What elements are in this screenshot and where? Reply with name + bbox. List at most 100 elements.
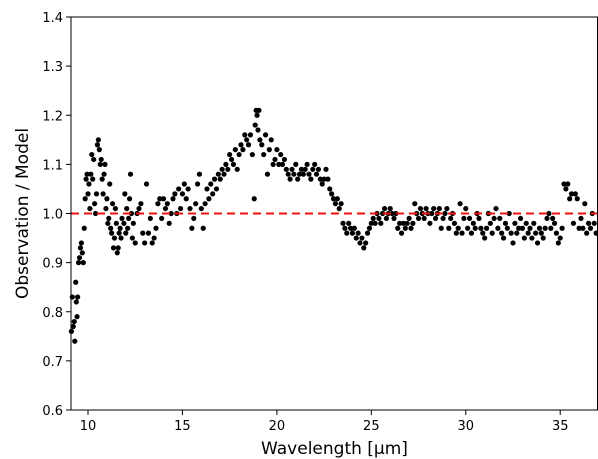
data-point [116,230,122,236]
data-point [157,196,163,202]
data-point [268,137,274,143]
data-point [92,210,99,217]
x-tick-label: 35 [552,419,569,434]
data-point [482,235,488,241]
data-point [257,137,263,143]
data-point [234,166,240,172]
data-point [366,225,373,231]
data-point [181,181,187,187]
data-point [546,210,552,217]
data-point [551,220,558,226]
data-point [349,230,356,236]
data-point [128,210,135,217]
data-point [391,215,397,222]
data-point [200,225,206,231]
data-point [193,201,199,207]
data-point [189,225,195,231]
data-point [281,156,288,163]
x-axis-ticks: 10 15 20 25 30 35 [80,410,569,434]
data-point [172,191,178,197]
data-point [276,161,282,167]
y-tick-label: 1.4 [42,11,63,26]
data-point [329,191,335,197]
data-point [578,215,584,222]
data-point [470,220,476,226]
data-point [213,186,220,192]
data-point [336,205,342,212]
data-point [291,171,297,177]
data-point [287,176,293,182]
data-point [151,235,157,241]
data-point [465,225,471,231]
data-point [232,147,238,153]
data-point [472,225,478,231]
data-point [400,220,407,226]
data-point [533,230,539,236]
data-point [323,166,329,172]
data-point [487,220,493,226]
data-point [346,220,352,226]
y-tick-label: 0.8 [42,306,63,321]
data-point [132,240,138,246]
data-point [446,225,452,231]
data-point [166,220,172,226]
data-point [561,181,567,187]
data-point [338,201,344,207]
data-point [98,156,104,163]
data-point [278,151,284,158]
data-point [521,235,527,241]
data-point [217,176,223,182]
data-point [97,161,103,167]
data-point [451,220,458,226]
data-point [81,225,87,231]
data-point [78,240,84,246]
data-point [153,225,159,231]
data-point [130,220,136,226]
y-tick-label: 1.0 [42,208,63,223]
y-tick-label: 1.2 [42,109,63,124]
data-point [145,230,152,236]
data-point [289,166,295,172]
data-point [491,215,497,222]
data-point [283,166,289,172]
data-point [71,318,77,325]
data-point [211,176,218,182]
data-point [444,205,450,212]
data-point [114,250,120,256]
data-point [104,196,110,202]
data-point [519,225,526,231]
data-point [109,201,116,207]
data-point [317,176,323,182]
data-point [123,230,129,236]
data-point [198,205,204,212]
data-point [136,205,142,212]
data-point [510,240,516,246]
data-point [587,225,594,231]
data-point [202,201,208,207]
y-axis-ticks: 0.6 0.7 0.8 0.9 1.0 1.1 1.2 1.3 1.4 [42,11,71,419]
data-point [221,171,227,177]
data-point [266,147,272,153]
data-point [548,225,554,231]
data-point [563,186,569,192]
data-point [332,201,339,207]
data-point [398,230,405,236]
data-point [315,166,322,172]
data-point [431,205,437,212]
data-point [91,156,97,163]
data-point [74,314,80,320]
data-point [406,215,412,222]
data-point [125,225,131,231]
data-point [355,230,361,236]
data-point [122,191,128,197]
data-point [73,299,79,305]
data-point [103,205,109,212]
data-point [436,205,442,212]
data-point [194,181,201,187]
data-point [376,215,382,222]
data-point [240,147,246,153]
data-point [140,230,146,236]
data-point [368,220,374,226]
data-point [127,171,134,177]
data-point [476,215,482,222]
